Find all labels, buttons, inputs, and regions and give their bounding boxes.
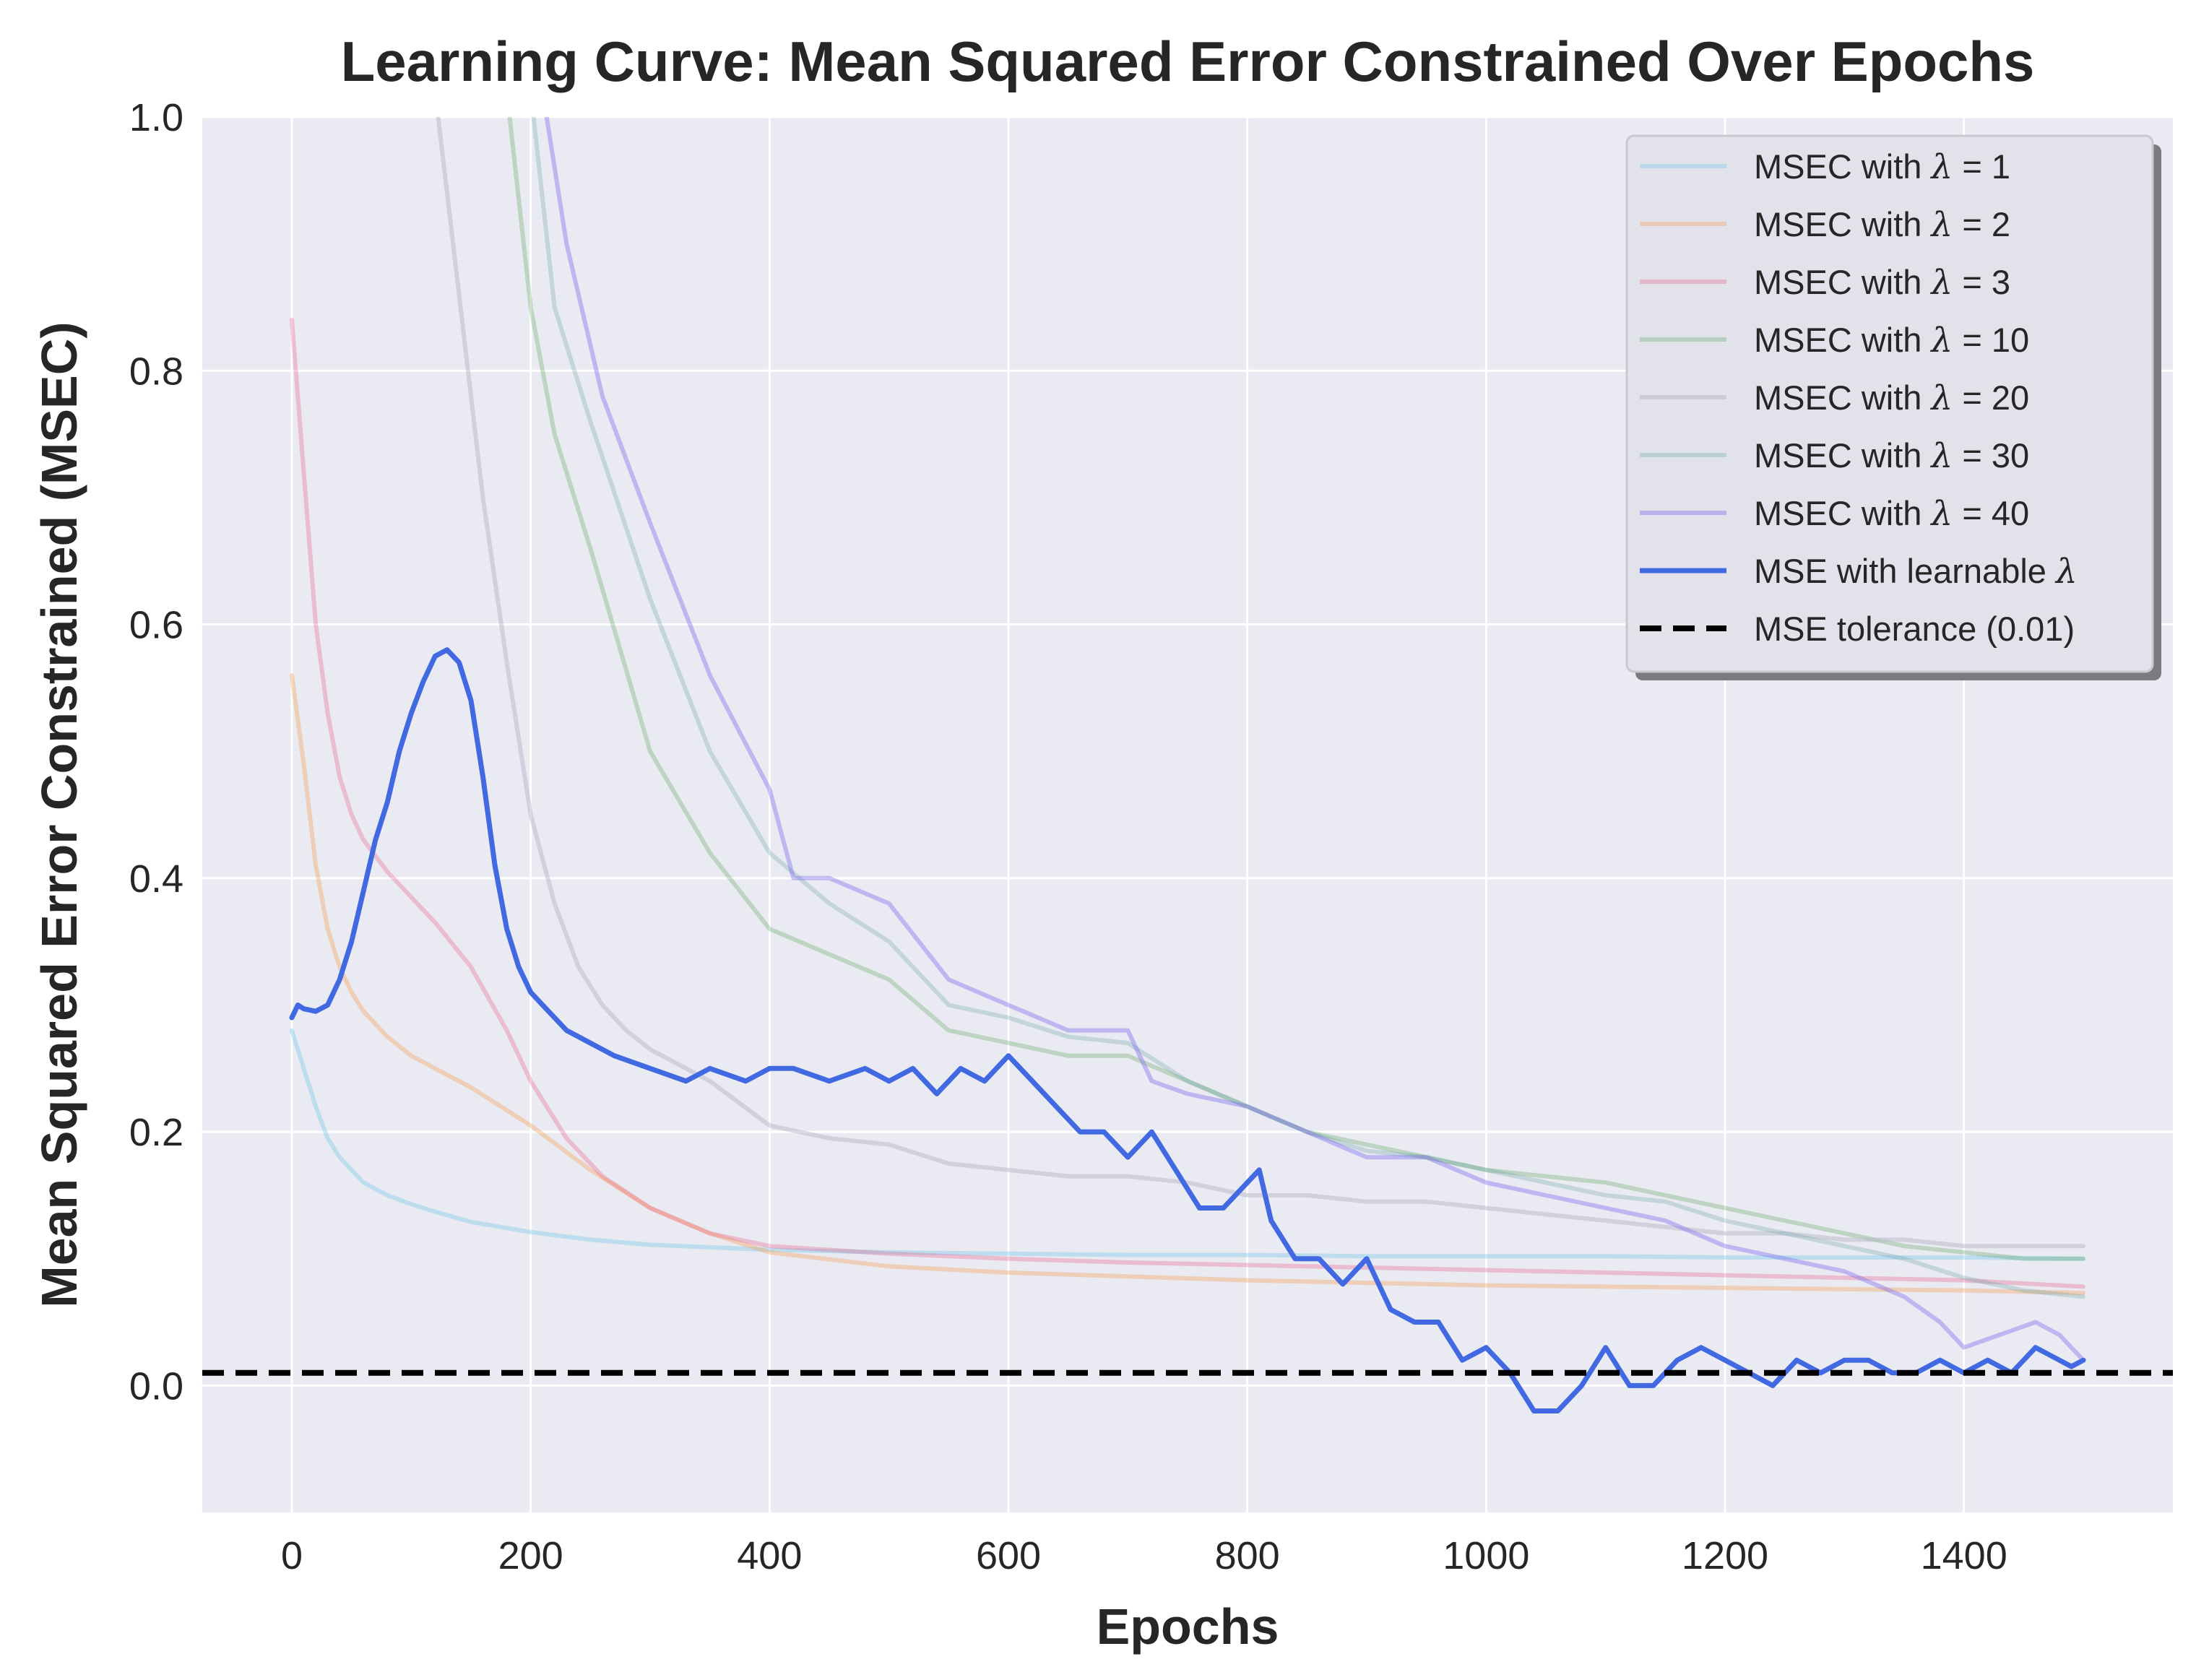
series-line-5 bbox=[436, 117, 2085, 1249]
legend: MSEC with λ = 1 MSEC with λ = 2 MSEC with … bbox=[1625, 134, 2161, 680]
y-tick-label: 0.8 bbox=[129, 350, 183, 393]
series-line-6 bbox=[531, 117, 2085, 1299]
series-line-7 bbox=[544, 117, 2085, 1363]
legend-label-2: MSEC with λ = 2 bbox=[1754, 205, 2010, 245]
x-tick-label: 1200 bbox=[1682, 1534, 1768, 1577]
x-tick-label: 600 bbox=[976, 1534, 1041, 1577]
x-tick-label: 800 bbox=[1215, 1534, 1280, 1577]
legend-label-1: MSEC with λ = 1 bbox=[1754, 147, 2010, 187]
x-tick-label: 200 bbox=[498, 1534, 563, 1577]
legend-label-8: MSE with learnable λ bbox=[1754, 552, 2078, 592]
series-line-1 bbox=[290, 1028, 2085, 1261]
y-tick-label: 1.0 bbox=[129, 96, 183, 139]
legend-label-3: MSEC with λ = 3 bbox=[1754, 263, 2010, 303]
legend-items: MSEC with λ = 1 MSEC with λ = 2 MSEC with … bbox=[1640, 147, 2078, 648]
y-tick-label: 0.6 bbox=[129, 604, 183, 647]
x-tick-label: 400 bbox=[737, 1534, 802, 1577]
series-line-3 bbox=[290, 318, 2085, 1289]
legend-label-9: MSE tolerance (0.01) bbox=[1754, 610, 2075, 648]
x-tick-label: 0 bbox=[281, 1534, 303, 1577]
chart-title: Learning Curve: Mean Squared Error Const… bbox=[341, 30, 2035, 93]
legend-label-7: MSEC with λ = 40 bbox=[1754, 494, 2029, 534]
y-tick-label: 0.2 bbox=[129, 1111, 183, 1154]
y-tick-label: 0.4 bbox=[129, 857, 183, 901]
series-lines bbox=[202, 117, 2173, 1413]
y-axis-title: Mean Squared Error Constrained (MSEC) bbox=[31, 321, 87, 1307]
x-axis-title: Epochs bbox=[1097, 1598, 1279, 1655]
series-line-4 bbox=[507, 117, 2085, 1261]
legend-label-4: MSEC with λ = 10 bbox=[1754, 321, 2029, 360]
x-tick-label: 1000 bbox=[1443, 1534, 1529, 1577]
gridlines bbox=[202, 116, 2173, 1512]
x-tick-label: 1400 bbox=[1921, 1534, 2007, 1577]
y-tick-label: 0.0 bbox=[129, 1364, 183, 1408]
legend-label-6: MSEC with λ = 30 bbox=[1754, 436, 2029, 476]
series-line-8 bbox=[289, 647, 2086, 1413]
legend-label-5: MSEC with λ = 20 bbox=[1754, 378, 2029, 418]
tick-labels: 0 200 400 600 800 1000 1200 1400 0.0 0.2 0.4 0.6 0.8… bbox=[129, 96, 2007, 1577]
legend-box bbox=[1625, 134, 2154, 673]
